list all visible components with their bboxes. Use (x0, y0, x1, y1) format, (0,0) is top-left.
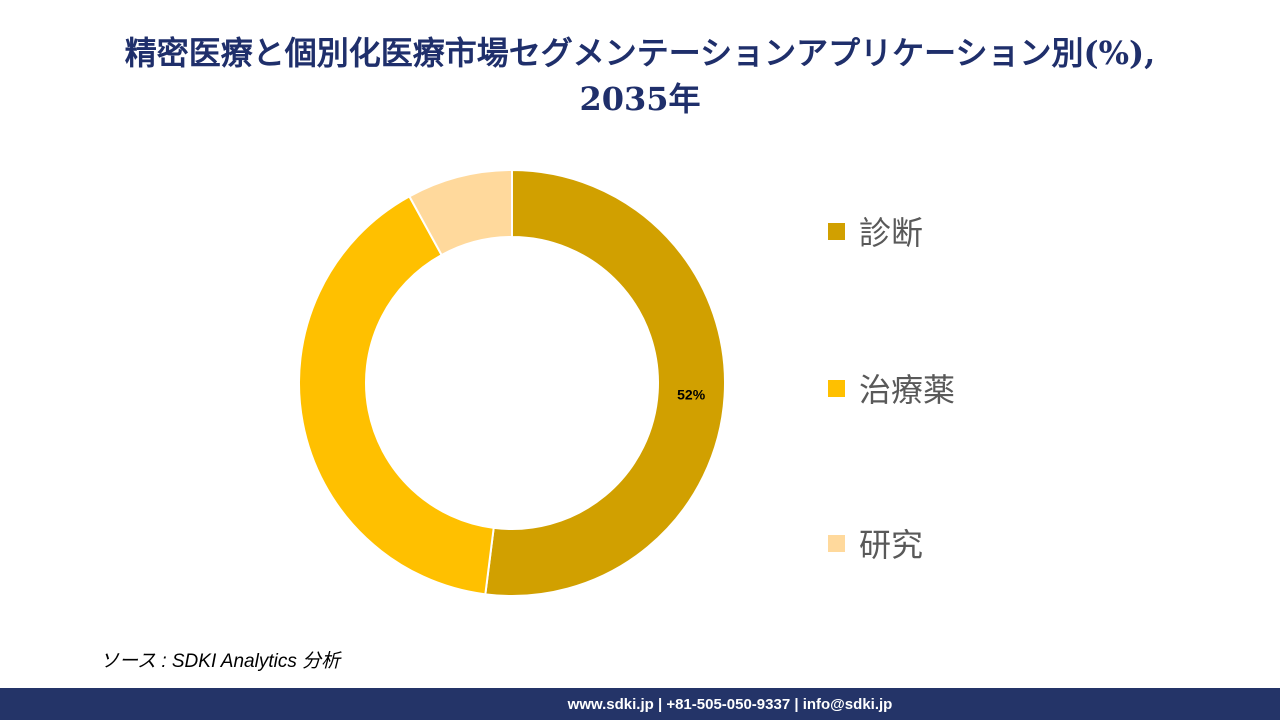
footer-contact: www.sdki.jp | +81-505-050-9337 | info@sd… (567, 695, 893, 713)
chart-title-line-2: 2035年 (579, 80, 701, 118)
legend-item-診断: 診断 (828, 211, 1128, 252)
donut-slice-診断 (484, 168, 726, 597)
legend-swatch (828, 222, 845, 240)
legend-swatch (828, 534, 845, 552)
footer-bar: www.sdki.jp | +81-505-050-9337 | info@sd… (0, 688, 1280, 720)
legend-swatch (828, 379, 845, 397)
source-note: ソース : SDKI Analytics 分析 (100, 651, 341, 672)
legend-label: 治療薬 (859, 371, 956, 409)
data-label-診断: 52% (677, 386, 706, 402)
donut-slice-治療薬 (298, 194, 495, 596)
legend-item-治療薬: 治療薬 (828, 368, 1128, 409)
legend-label: 研究 (859, 526, 924, 564)
donut-slice-研究 (408, 168, 513, 257)
chart-title-line-1: 精密医療と個別化医療市場セグメンテーションアプリケーション別(%), (124, 34, 1156, 72)
legend-label: 診断 (859, 214, 924, 252)
legend-item-研究: 研究 (828, 523, 1128, 564)
chart-title: 精密医療と個別化医療市場セグメンテーションアプリケーション別(%), 2035年 (0, 30, 1280, 122)
